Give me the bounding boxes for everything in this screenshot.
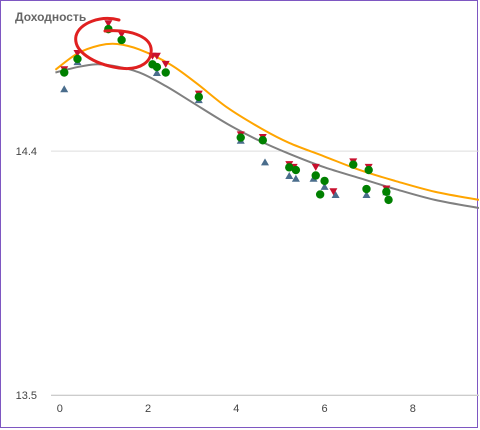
fit-curve-orange — [54, 42, 479, 201]
point-circle — [236, 133, 245, 142]
point-triangle-up — [261, 158, 269, 166]
point-triangle-up — [152, 68, 161, 76]
point-circle — [311, 171, 320, 180]
point-triangle-up — [331, 190, 340, 198]
x-tick-label: 6 — [322, 403, 328, 415]
point-triangle-down — [161, 60, 170, 68]
point-circle — [258, 136, 267, 145]
point-circle — [152, 62, 162, 72]
point-layer — [60, 20, 393, 205]
point-circle — [291, 165, 301, 175]
y-tick-label: 14.4 — [16, 146, 37, 158]
point-circle — [320, 176, 329, 186]
point-triangle-up — [320, 182, 329, 190]
point-circle — [117, 35, 126, 45]
point-triangle-up — [291, 174, 300, 182]
point-circle — [161, 68, 170, 77]
point-circle — [60, 68, 69, 77]
point-circle — [362, 184, 371, 194]
point-triangle-down — [329, 188, 338, 196]
point-triangle-up — [285, 171, 294, 179]
point-triangle-down — [311, 163, 320, 171]
hand-drawn-circle-annotation — [74, 17, 153, 71]
point-triangle-up — [362, 190, 371, 198]
x-tick-label: 8 — [410, 403, 416, 415]
x-tick-label: 2 — [145, 403, 151, 415]
x-tick-label: 4 — [233, 403, 239, 415]
point-circle — [364, 165, 373, 175]
point-circle — [384, 195, 393, 205]
point-triangle-up — [60, 85, 69, 93]
axis-layer: 13.5 14.4 0 2 4 6 8 — [16, 146, 479, 415]
grid-layer — [51, 150, 479, 396]
point-circle — [285, 163, 294, 172]
point-triangle-down — [152, 52, 161, 60]
chart-title: Доходность — [15, 10, 87, 24]
point-triangle-down — [117, 31, 126, 39]
point-triangle-down — [104, 20, 113, 28]
y-tick-label: 13.5 — [16, 390, 37, 402]
point-circle — [73, 54, 82, 64]
point-circle — [194, 92, 204, 102]
x-tick-label: 0 — [57, 403, 63, 415]
point-circle — [382, 187, 391, 196]
point-circle — [349, 160, 358, 169]
point-circle — [315, 190, 325, 199]
